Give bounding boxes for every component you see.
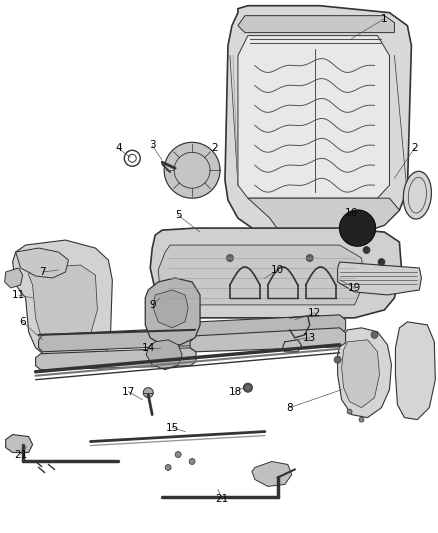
Text: 4: 4	[115, 143, 122, 154]
Polygon shape	[339, 210, 375, 246]
Circle shape	[244, 383, 252, 392]
Circle shape	[371, 332, 378, 338]
PathPatch shape	[16, 248, 68, 278]
PathPatch shape	[192, 315, 346, 340]
Text: 8: 8	[286, 402, 293, 413]
Text: 21: 21	[14, 449, 27, 459]
PathPatch shape	[158, 245, 364, 305]
Text: 11: 11	[12, 290, 25, 300]
PathPatch shape	[190, 328, 346, 352]
Circle shape	[175, 451, 181, 457]
PathPatch shape	[153, 290, 188, 328]
Text: 7: 7	[39, 267, 46, 277]
PathPatch shape	[248, 198, 399, 235]
Circle shape	[378, 259, 385, 265]
PathPatch shape	[225, 6, 411, 238]
PathPatch shape	[35, 348, 196, 370]
Text: 9: 9	[149, 300, 155, 310]
Circle shape	[363, 247, 370, 254]
PathPatch shape	[252, 462, 292, 487]
PathPatch shape	[342, 340, 379, 408]
PathPatch shape	[338, 262, 421, 295]
Circle shape	[359, 417, 364, 422]
Text: 18: 18	[228, 386, 242, 397]
PathPatch shape	[28, 265, 97, 345]
PathPatch shape	[396, 322, 435, 419]
Circle shape	[226, 255, 233, 262]
Text: 16: 16	[345, 208, 358, 218]
Circle shape	[189, 458, 195, 464]
PathPatch shape	[5, 268, 23, 288]
Text: 6: 6	[19, 317, 26, 327]
Text: 12: 12	[308, 308, 321, 318]
Text: 3: 3	[149, 140, 155, 150]
PathPatch shape	[145, 278, 200, 345]
PathPatch shape	[146, 340, 182, 370]
Text: 13: 13	[303, 333, 316, 343]
Circle shape	[347, 409, 352, 414]
Circle shape	[143, 387, 153, 398]
PathPatch shape	[6, 434, 32, 453]
PathPatch shape	[238, 36, 389, 198]
Circle shape	[334, 356, 341, 364]
Text: 19: 19	[348, 283, 361, 293]
Text: 5: 5	[175, 210, 181, 220]
Text: 21: 21	[215, 495, 229, 504]
Text: 17: 17	[122, 386, 135, 397]
Polygon shape	[164, 142, 220, 198]
Text: 15: 15	[166, 423, 179, 433]
Text: 2: 2	[411, 143, 418, 154]
PathPatch shape	[39, 328, 195, 352]
Text: 14: 14	[141, 343, 155, 353]
Text: 2: 2	[212, 143, 218, 154]
Circle shape	[306, 255, 313, 262]
Circle shape	[244, 384, 251, 391]
Text: 10: 10	[271, 265, 284, 275]
Text: 1: 1	[381, 14, 388, 23]
Ellipse shape	[403, 171, 431, 219]
PathPatch shape	[150, 228, 401, 318]
PathPatch shape	[13, 240, 112, 365]
Circle shape	[165, 464, 171, 471]
PathPatch shape	[238, 15, 395, 33]
PathPatch shape	[338, 328, 392, 417]
